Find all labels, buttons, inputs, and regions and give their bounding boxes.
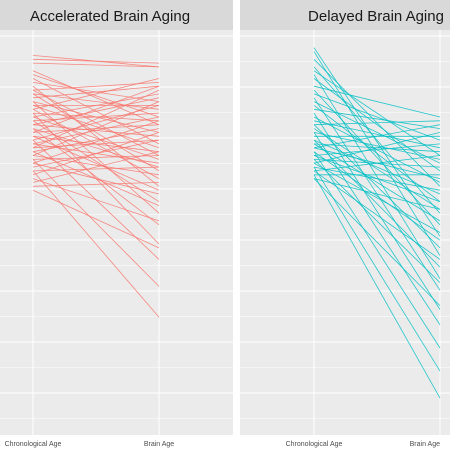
x-tick-label: Chronological Age [5, 441, 62, 448]
subject-line [32, 85, 160, 133]
subject-line [313, 124, 441, 149]
subject-line [313, 139, 441, 268]
strip-background [0, 0, 233, 30]
subject-line [32, 116, 160, 145]
subject-line [32, 78, 160, 110]
subject-line [313, 112, 441, 310]
x-tick-label: Chronological Age [286, 441, 343, 448]
subject-line [32, 105, 160, 141]
facet-accelerated-brain-aging: Accelerated Brain Aging Chronological Ag… [0, 0, 233, 448]
subject-line [313, 143, 441, 156]
subject-line [32, 166, 160, 172]
subject-line [32, 93, 160, 118]
subject-line [313, 178, 441, 210]
subject-line [32, 135, 160, 191]
subject-line [313, 166, 441, 372]
subject-line [313, 174, 441, 399]
subject-line [32, 128, 160, 226]
subject-line [313, 159, 441, 283]
facet-title: Delayed Brain Aging [308, 8, 444, 25]
subject-line [32, 132, 160, 176]
subject-line [32, 74, 160, 118]
subject-line [313, 70, 441, 156]
subject-line [313, 170, 441, 260]
subject-line [313, 120, 441, 126]
subject-line [313, 128, 441, 210]
subject-line [313, 85, 441, 118]
subject-line [32, 85, 160, 99]
subject-line [32, 97, 160, 126]
series-lines [313, 47, 441, 399]
subject-line [32, 162, 160, 195]
strip-background [240, 0, 450, 30]
subject-line [32, 159, 160, 287]
subject-line [32, 85, 160, 187]
subject-line [32, 128, 160, 168]
subject-line [32, 128, 160, 153]
x-tick-label: Brain Age [144, 441, 174, 448]
subject-line [32, 112, 160, 122]
subject-line [313, 105, 441, 203]
subject-line [32, 101, 160, 156]
subject-line [313, 178, 441, 306]
subject-line [313, 132, 441, 164]
subject-line [32, 58, 160, 64]
subject-line [313, 143, 441, 222]
subject-line [313, 120, 441, 149]
subject-line [32, 105, 160, 149]
subject-line [313, 139, 441, 195]
subject-line [313, 78, 441, 172]
subject-line [313, 93, 441, 141]
subject-line [313, 101, 441, 164]
subject-line [313, 132, 441, 160]
subject-line [313, 132, 441, 326]
subject-line [32, 62, 160, 68]
x-tick-label: Brain Age [410, 441, 440, 448]
subject-line [32, 189, 160, 249]
series-lines [32, 55, 160, 318]
subject-line [32, 89, 160, 149]
facet-title: Accelerated Brain Aging [30, 8, 190, 25]
subject-line [32, 120, 160, 164]
subject-line [313, 47, 441, 237]
subject-line [32, 70, 160, 126]
subject-line [32, 170, 160, 318]
subject-line [313, 166, 441, 191]
subject-line [313, 155, 441, 172]
subject-line [313, 151, 441, 241]
grid-lines [0, 30, 233, 435]
subject-line [32, 93, 160, 110]
subject-line [32, 155, 160, 160]
subject-line [32, 116, 160, 160]
subject-line [313, 108, 441, 129]
subject-line [32, 182, 160, 187]
facet-delayed-brain-aging: Delayed Brain Aging Chronological Age Br… [240, 0, 450, 448]
subject-line [32, 151, 160, 183]
subject-line [313, 151, 441, 349]
